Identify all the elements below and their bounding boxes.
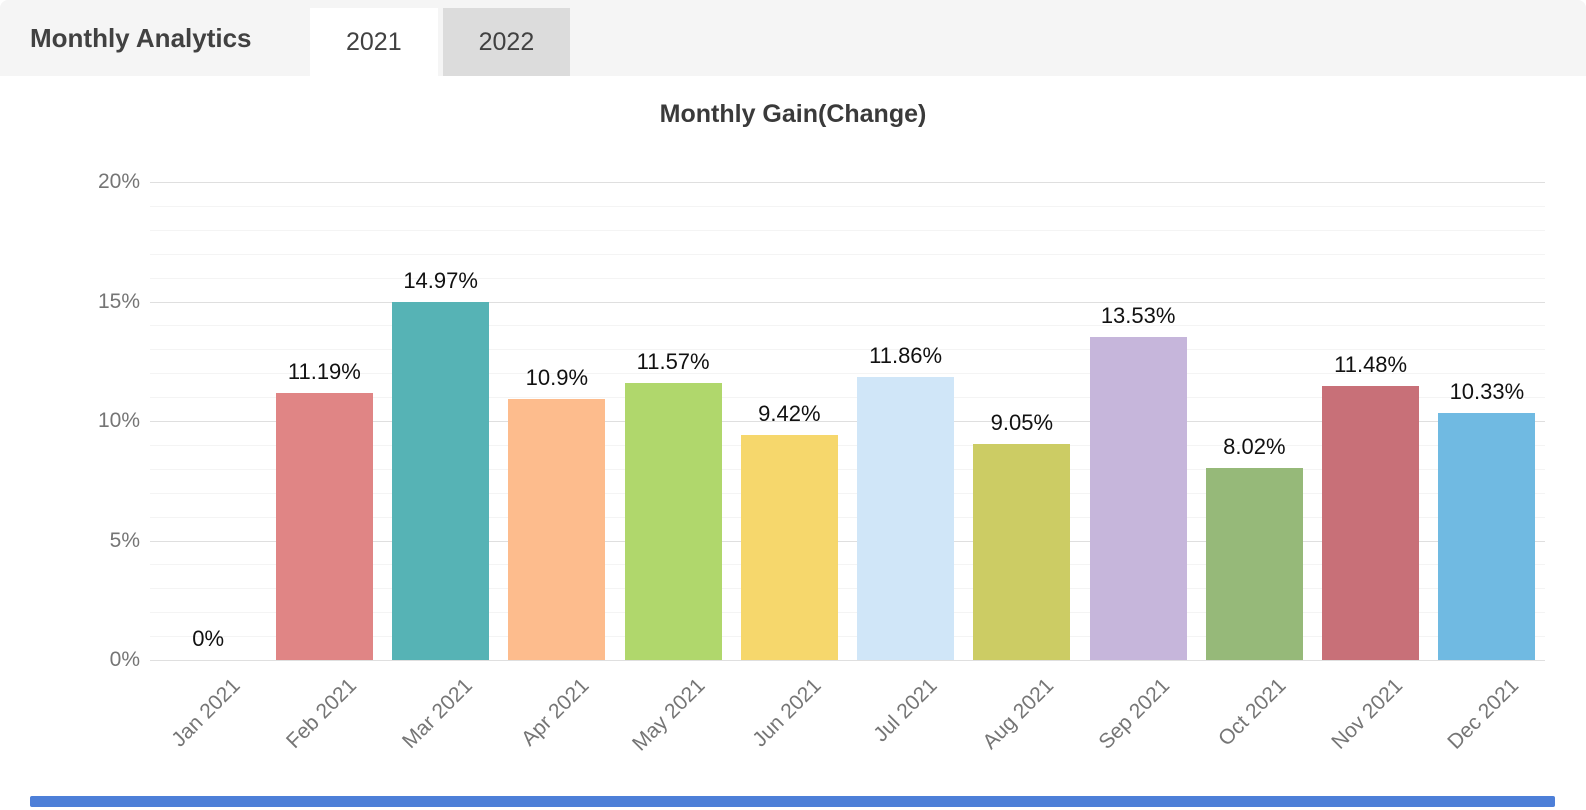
bar-value-label-aug-2021: 9.05% [990,409,1054,435]
x-axis-tick-label-dec-2021: Dec 2021 [1443,674,1524,754]
year-tabs: 2021 2022 [310,8,571,76]
minor-gridline [150,349,1545,351]
y-axis-tick-label: 10% [97,409,140,432]
minor-gridline [150,588,1545,590]
major-gridline [150,301,1545,303]
bar-jul-2021[interactable] [857,376,955,660]
y-axis-tick-label: 15% [97,289,140,313]
minor-gridline [150,229,1545,231]
minor-gridline [150,325,1545,327]
minor-gridline [150,612,1545,614]
tab-2022[interactable]: 2022 [442,8,571,76]
x-axis-tick-label-jun-2021: Jun 2021 [748,674,826,752]
major-gridline [150,660,1545,661]
bar-value-label-sep-2021: 13.53% [1100,302,1176,328]
x-axis-tick-label-apr-2021: Apr 2021 [516,674,594,751]
bar-value-label-jul-2021: 11.86% [869,342,943,368]
bar-oct-2021[interactable] [1205,468,1303,660]
minor-gridline [150,253,1545,255]
bar-value-label-mar-2021: 14.97% [403,268,478,294]
tab-2021[interactable]: 2021 [310,8,438,76]
y-axis-tick-label: 0% [109,648,140,671]
minor-gridline [150,564,1545,566]
bar-mar-2021[interactable] [392,302,490,660]
major-gridline [150,540,1545,542]
bar-jun-2021[interactable] [740,434,838,660]
bar-aug-2021[interactable] [973,443,1071,660]
x-axis-tick-label-nov-2021: Nov 2021 [1327,674,1407,754]
major-gridline [150,421,1545,422]
minor-gridline [150,636,1545,638]
bar-nov-2021[interactable] [1322,385,1420,660]
minor-gridline [150,373,1545,375]
x-axis-tick-label-oct-2021: Oct 2021 [1214,674,1291,751]
bar-value-label-may-2021: 11.57% [636,349,710,375]
widget-title: Monthly Analytics [30,23,252,53]
bar-value-label-dec-2021: 10.33% [1449,379,1525,405]
minor-gridline [150,516,1545,518]
widget-header: Monthly Analytics 2021 2022 [0,0,1586,76]
chart-title: Monthly Gain(Change) [659,100,927,128]
x-axis-tick-label-jul-2021: Jul 2021 [869,674,942,747]
bar-value-label-feb-2021: 11.19% [287,358,361,384]
major-gridline [150,182,1545,183]
bar-value-label-jan-2021: 0% [192,626,225,651]
x-axis-tick-label-mar-2021: Mar 2021 [397,674,477,753]
x-axis-tick-label-sep-2021: Sep 2021 [1094,674,1175,754]
bar-feb-2021[interactable] [275,392,373,660]
bar-apr-2021[interactable] [508,399,606,660]
minor-gridline [150,492,1545,494]
bar-value-label-jun-2021: 9.42% [758,400,821,426]
bar-value-label-nov-2021: 11.48% [1334,351,1408,377]
x-axis-tick-label-aug-2021: Aug 2021 [978,674,1059,754]
x-axis-tick-label-may-2021: May 2021 [627,674,710,756]
y-axis-tick-label: 5% [109,528,140,552]
bar-sep-2021[interactable] [1089,336,1187,660]
bar-dec-2021[interactable] [1438,413,1536,660]
minor-gridline [150,468,1545,470]
bar-value-label-oct-2021: 8.02% [1223,434,1286,460]
minor-gridline [150,205,1545,207]
minor-gridline [150,397,1545,399]
bottom-blue-bar [30,796,1555,807]
bar-may-2021[interactable] [624,383,722,660]
y-axis-tick-label: 20% [97,170,140,193]
x-axis-tick-label-feb-2021: Feb 2021 [281,674,361,754]
x-axis-tick-label-jan-2021: Jan 2021 [167,674,245,752]
bar-value-label-apr-2021: 10.9% [525,365,589,391]
minor-gridline [150,444,1545,446]
minor-gridline [150,277,1545,279]
